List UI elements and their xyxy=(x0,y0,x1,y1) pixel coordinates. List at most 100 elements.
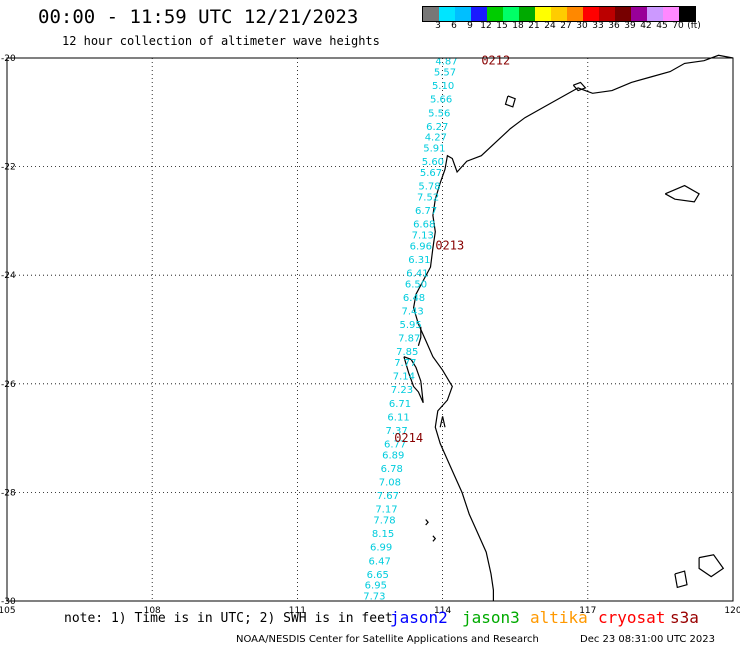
colorbar-label: 3 xyxy=(435,21,441,31)
map-grid xyxy=(7,58,733,601)
coastline-segment xyxy=(425,519,429,526)
satellite-legend-s3a: s3a xyxy=(670,608,699,627)
swh-point-label: 6.11 xyxy=(387,412,409,423)
track-time-label: 0212 xyxy=(481,54,510,68)
swh-point-label: 6.99 xyxy=(370,543,392,554)
colorbar-swatch xyxy=(567,7,583,21)
lat-tick-label: -22 xyxy=(1,163,16,173)
swh-point-label: 6.77 xyxy=(415,206,437,217)
swh-point-label: 6.41 xyxy=(406,268,428,279)
colorbar xyxy=(422,6,696,22)
swh-point-label: 7.85 xyxy=(396,347,418,358)
swh-point-label: 6.65 xyxy=(367,570,389,581)
colorbar-swatch xyxy=(487,7,503,21)
time-labels: 0212 0213 0214 xyxy=(394,54,510,445)
coastline-segment xyxy=(403,356,424,404)
coastline-segment xyxy=(504,95,516,108)
swh-point-label: 7.87 xyxy=(398,334,420,345)
coastline-segment xyxy=(674,570,688,589)
swh-point-label: 8.15 xyxy=(372,529,394,540)
colorbar-label: 18 xyxy=(512,21,524,31)
colorbar-swatch xyxy=(519,7,535,21)
colorbar-label: 12 xyxy=(480,21,492,31)
swh-point-label: 7.17 xyxy=(375,505,397,516)
lon-tick-label: 114 xyxy=(434,606,451,616)
colorbar-label: 39 xyxy=(624,21,636,31)
lon-tick-label: 117 xyxy=(579,606,596,616)
colorbar-swatch xyxy=(551,7,567,21)
coastline-segment xyxy=(664,184,700,203)
colorbar-swatch xyxy=(583,7,599,21)
coastline-segment xyxy=(698,554,725,578)
coastline xyxy=(403,54,734,601)
swh-point-label: 5.95 xyxy=(400,320,422,331)
colorbar-swatch xyxy=(535,7,551,21)
track-time-label: 0213 xyxy=(435,238,464,252)
satellite-legend-altika: altika xyxy=(530,608,588,627)
swh-point-label: 7.67 xyxy=(377,491,399,502)
colorbar-label: 33 xyxy=(592,21,604,31)
coastline-segment xyxy=(417,326,422,346)
colorbar-swatch xyxy=(663,7,679,21)
swh-track: 4.875.57 5.10 5.66 5.56 6.274.275.91 5.605.67… xyxy=(363,57,457,603)
colorbar-swatch xyxy=(599,7,615,21)
swh-point-label: 7.78 xyxy=(373,516,395,527)
swh-point-label: 7.14 xyxy=(393,372,415,383)
colorbar-label: 21 xyxy=(528,21,540,31)
swh-point-label: 6.47 xyxy=(369,556,391,567)
lon-tick-label: 108 xyxy=(144,606,161,616)
legend-note: note: 1) Time is in UTC; 2) SWH is in fe… xyxy=(64,611,393,626)
swh-point-label: 6.68 xyxy=(413,220,435,231)
swh-point-label: 6.50 xyxy=(405,279,427,290)
swh-point-label: 7.43 xyxy=(401,306,423,317)
swh-point-label: 5.57 xyxy=(434,68,456,79)
swh-point-label: 7.13 xyxy=(412,230,434,241)
colorbar-label: 9 xyxy=(467,21,473,31)
swh-point-label: 5.78 xyxy=(418,182,440,193)
lat-tick-label: -24 xyxy=(1,271,16,281)
colorbar-label: 24 xyxy=(544,21,556,31)
lat-tick-label: -30 xyxy=(1,597,16,607)
colorbar-swatch xyxy=(647,7,663,21)
swh-point-label: 6.96 xyxy=(410,241,432,252)
swh-point-label: 5.91 xyxy=(423,144,445,155)
axis-ticks: 105 108 111 114 117 120 -20 -22 -24 -26 -28 -30 xyxy=(0,54,740,616)
map-title: 00:00 - 11:59 UTC 12/21/2023 xyxy=(38,6,359,28)
colorbar-swatch xyxy=(631,7,647,21)
swh-point-label: 6.27 xyxy=(426,122,448,133)
colorbar-label: 36 xyxy=(608,21,620,31)
colorbar-swatch xyxy=(471,7,487,21)
swh-point-label: 6.71 xyxy=(389,399,411,410)
colorbar-swatch xyxy=(439,7,455,21)
swh-point-label: 6.31 xyxy=(408,255,430,266)
colorbar-swatch xyxy=(615,7,631,21)
colorbar-label: 6 xyxy=(451,21,457,31)
colorbar-label: 27 xyxy=(560,21,572,31)
colorbar-label: 30 xyxy=(576,21,588,31)
swh-point-label: 6.95 xyxy=(365,581,387,592)
swh-point-label: 7.37 xyxy=(385,426,407,437)
swh-point-label: 6.78 xyxy=(381,464,403,475)
colorbar-label: 42 xyxy=(640,21,652,31)
swh-point-label: 5.10 xyxy=(432,81,454,92)
colorbar-label: 15 xyxy=(496,21,508,31)
swh-point-label: 4.87 xyxy=(435,57,457,68)
swh-point-label: 7.52 xyxy=(417,192,439,203)
colorbar-swatch xyxy=(679,7,695,21)
swh-point-label: 5.66 xyxy=(430,95,452,106)
swh-point-label: 7.23 xyxy=(391,385,413,396)
lat-tick-label: -20 xyxy=(1,54,16,64)
lat-tick-label: -28 xyxy=(1,488,16,498)
colorbar-swatch xyxy=(455,7,471,21)
swh-point-label: 5.60 xyxy=(422,157,444,168)
colorbar-swatch xyxy=(503,7,519,21)
coastline-segment xyxy=(439,416,446,428)
swh-point-label: 6.48 xyxy=(403,293,425,304)
map-frame xyxy=(6,57,734,602)
swh-point-label: 7.77 xyxy=(394,358,416,369)
colorbar-swatch xyxy=(423,7,439,21)
colorbar-label: 45 xyxy=(656,21,668,31)
satellite-legend-cryosat: cryosat xyxy=(598,608,666,627)
coastline-segment xyxy=(432,535,437,542)
